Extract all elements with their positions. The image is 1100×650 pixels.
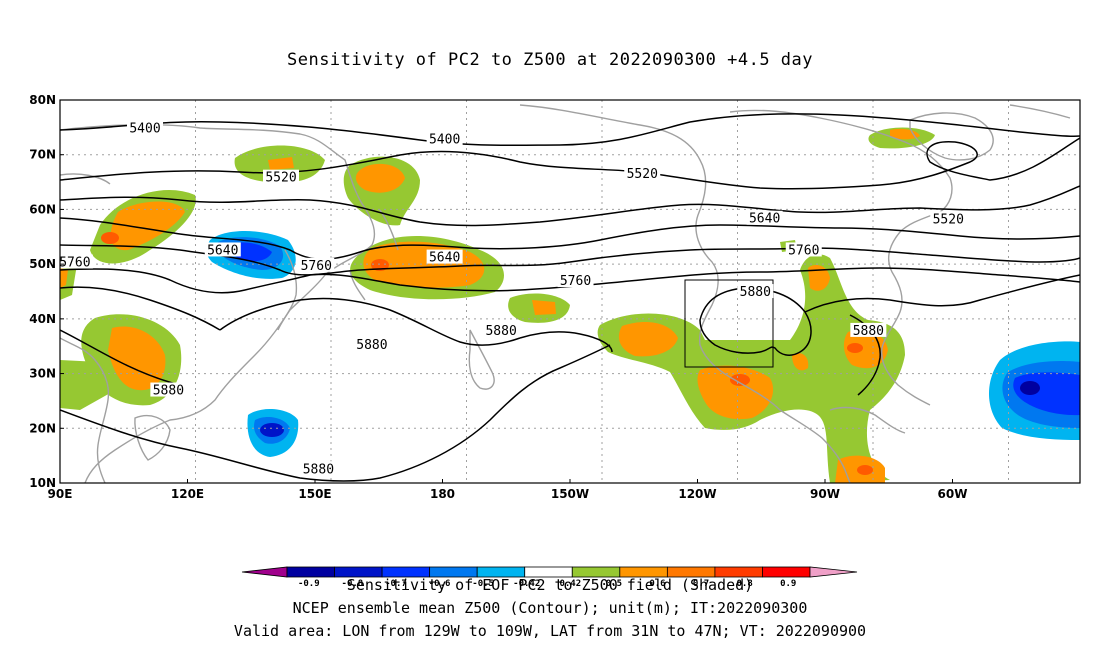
colorbar-tick-label: 0.9 — [780, 579, 796, 589]
contour-label-bg — [426, 131, 463, 146]
contour-label-bg — [746, 210, 783, 225]
contour-label: 5760 — [788, 243, 819, 258]
colorbar-tick-label: -0.5 — [472, 579, 494, 589]
coastlines — [60, 104, 1071, 483]
colorbar-tick-label: -0.42 — [513, 579, 540, 589]
contour-label-bg — [850, 322, 887, 337]
lat-axis: 80N 70N 60N 50N 40N 30N 20N 10N — [29, 93, 64, 490]
contour-label-bg — [353, 337, 390, 352]
lat-tick-label: 10N — [29, 476, 56, 490]
caption-valid-area: Valid area: LON from 129W to 109W, LAT f… — [233, 622, 867, 640]
plot-title: Sensitivity of PC2 to Z500 at 2022090300… — [286, 50, 813, 70]
contour-label: 5880 — [740, 285, 771, 300]
lat-tick-label: 20N — [29, 421, 56, 435]
colorbar-tick-label: 0.7 — [693, 579, 709, 589]
shading-positive-orange — [60, 128, 920, 483]
contour-label: 5520 — [933, 212, 964, 227]
shading-positive-green — [60, 127, 935, 483]
lat-tick-label: 60N — [29, 202, 56, 216]
contour-label-bg — [737, 284, 774, 299]
lon-axis: 90E 120E 150E 180 150W 120W 90W 60W — [48, 479, 968, 501]
lon-tick-label: 180 — [430, 487, 455, 501]
contour-label: 5880 — [153, 384, 184, 399]
caption-shading: Sensitivity of EOF PC2 to Z500 field (Sh… — [346, 576, 754, 594]
contour-label: 5880 — [303, 462, 334, 477]
contour-label: 5880 — [853, 324, 884, 339]
contour-label-bg — [930, 211, 967, 226]
colorbar-triangle-high — [809, 566, 858, 578]
contour-label-bg — [426, 249, 463, 264]
colorbar-tick-label: 0.42 — [559, 579, 581, 589]
lon-tick-label: 120E — [171, 487, 204, 501]
contour-label-bg — [150, 382, 187, 397]
contour-label: 5880 — [356, 338, 387, 353]
colorbar-tick-label: -0.9 — [298, 579, 320, 589]
lat-tick-label: 80N — [29, 93, 56, 107]
valid-area-box — [684, 279, 774, 368]
contour-label-bg — [624, 165, 661, 180]
lat-tick-label: 30N — [29, 367, 56, 381]
contour-label-bg — [785, 242, 822, 257]
contour-label-bg — [557, 273, 594, 288]
lon-tick-label: 150E — [298, 487, 331, 501]
contour-label: 5400 — [429, 132, 460, 147]
contour-label-bg — [127, 120, 163, 135]
caption-contour: NCEP ensemble mean Z500 (Contour); unit(… — [292, 599, 808, 617]
contour-label-bg — [483, 322, 520, 337]
contour-label: 5400 — [129, 121, 160, 136]
contour-label: 5880 — [485, 324, 516, 339]
contour-label: 5760 — [560, 274, 591, 289]
shading-positive-red — [101, 232, 873, 475]
grid-lines — [60, 100, 1080, 483]
colorbar-tick-label: -0.6 — [429, 579, 451, 589]
lon-tick-label: 60W — [938, 487, 968, 501]
colorbar-tick-label: 0.6 — [649, 579, 665, 589]
contour-label-bg — [263, 169, 299, 184]
contour-label: 5760 — [59, 256, 90, 271]
lon-tick-label: 120W — [678, 487, 716, 501]
contour-label-bg — [300, 461, 337, 476]
colorbar-tick-label: -0.7 — [385, 579, 407, 589]
lon-tick-label: 90E — [48, 487, 73, 501]
contour-label: 5520 — [627, 167, 658, 182]
contour-label: 5520 — [265, 171, 296, 186]
lat-tick-label: 40N — [29, 312, 56, 326]
contour-labels: 5400 5400 5520 5520 5520 5640 5640 5640 5760 5760… — [56, 120, 967, 477]
colorbar: -0.9 -0.8 -0.7 -0.6 -0.5 -0.42 0.42 0.5 0.6 0.7 0.… — [241, 566, 858, 589]
map-area — [60, 100, 1080, 483]
colorbar-tick-label: 0.5 — [606, 579, 622, 589]
contour-label-bg — [56, 254, 93, 269]
lon-tick-label: 150W — [551, 487, 589, 501]
colorbar-tick-label: 0.8 — [736, 579, 752, 589]
contour-label-bg — [204, 242, 241, 257]
contour-label: 5640 — [207, 243, 238, 258]
contour-label: 5640 — [749, 212, 780, 227]
contour-label-bg — [298, 257, 335, 272]
lon-tick-label: 90W — [810, 487, 840, 501]
z500-contours — [60, 113, 1080, 482]
colorbar-tick-label: -0.8 — [342, 579, 364, 589]
contour-label: 5760 — [301, 259, 332, 274]
contour-label: 5640 — [429, 251, 460, 266]
lat-tick-label: 50N — [29, 257, 56, 271]
lat-tick-label: 70N — [29, 148, 56, 162]
